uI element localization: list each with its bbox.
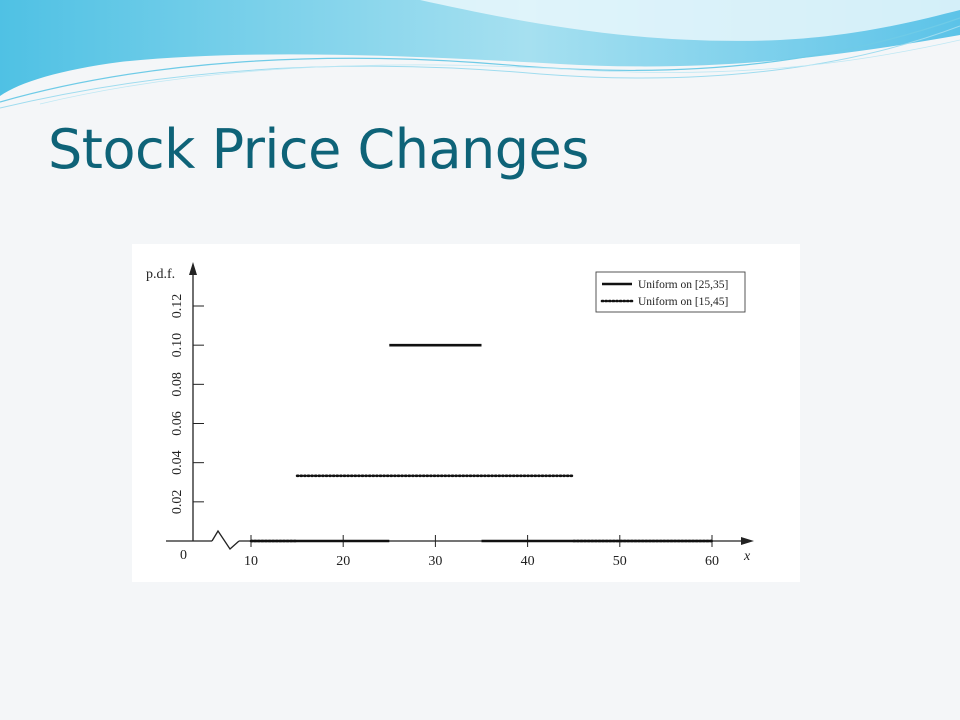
wave-line-3 [39,39,960,105]
wave-line-2 [0,25,960,109]
y-tick-label: 0.02 [170,490,185,515]
y-axis-arrow [189,262,197,275]
legend-box [595,271,746,313]
y-tick-label: 0.12 [170,294,185,319]
legend: Uniform on [25,35] Uniform on [15,45] [595,271,746,313]
series-group [249,343,714,543]
y-tick-label: 0.06 [170,411,185,436]
x-tick-label: 20 [336,554,350,569]
pdf-chart: p.d.f. x 0 10 20 30 40 50 60 0.02 0.04 0.06 0.08 0… [146,262,754,569]
legend-label-2: Uniform on [15,45] [638,296,728,308]
y-tick-label: 0.04 [170,450,185,475]
legend-label-1: Uniform on [25,35] [638,279,728,291]
chart-panel: p.d.f. x 0 10 20 30 40 50 60 0.02 0.04 0.06 0.08 0… [132,244,800,582]
wave-line-1 [0,17,960,103]
y-tick-label: 0.10 [170,333,185,358]
x-tick-label: 60 [705,554,719,569]
x-axis-label: x [743,549,751,564]
axis-ticks: 10 20 30 40 50 60 0.02 0.04 0.06 0.08 0.10 0.12 [170,294,719,569]
slide-title: Stock Price Changes [48,118,589,181]
x-tick-label: 50 [613,554,627,569]
x-axis-arrow [741,537,754,545]
origin-label: 0 [180,548,187,563]
x-tick-label: 10 [244,554,258,569]
x-tick-label: 30 [428,554,442,569]
y-tick-label: 0.08 [170,372,185,397]
x-tick-label: 40 [521,554,535,569]
y-axis-label: p.d.f. [146,267,175,282]
axis-break-mark [211,529,240,550]
wave-band-highlight [420,0,960,41]
